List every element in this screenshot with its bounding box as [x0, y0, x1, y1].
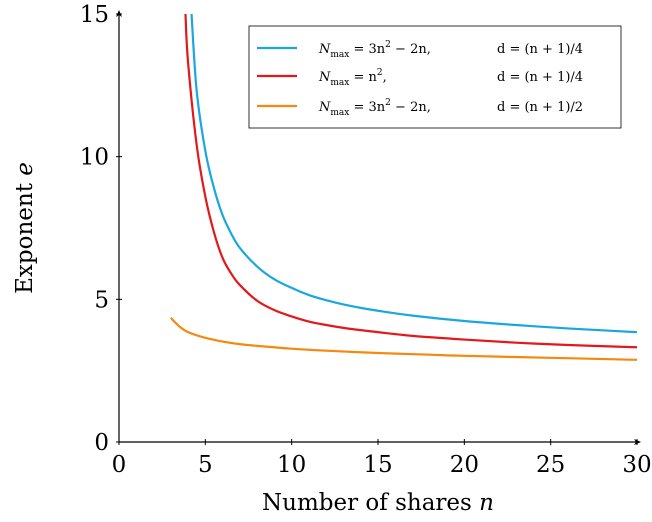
legend-d-2: d = (n + 1)/4 [497, 70, 583, 85]
x-axis-title-var: n [479, 490, 494, 516]
x-tick-label: 5 [198, 452, 213, 478]
x-tick-label: 30 [622, 452, 651, 478]
legend-rhs: = n [349, 70, 377, 85]
y-axis-title: Exponent e [12, 162, 38, 294]
legend-n: N [318, 70, 331, 85]
y-tick-label: 5 [94, 287, 109, 313]
legend-label-2: Nmax = n2, [318, 68, 387, 88]
legend-sup: 2 [385, 40, 391, 50]
x-tick-label: 20 [450, 452, 479, 478]
ticks: 0 5 10 15 20 25 30 0 5 10 15 [80, 2, 652, 478]
series-line-1 [190, 13, 638, 334]
legend-rhs: = 3n [349, 42, 385, 57]
y-axis-title-var: e [12, 162, 38, 176]
x-tick-label: 15 [363, 452, 392, 478]
y-tick-label: 15 [80, 2, 109, 28]
legend-sub: max [330, 78, 349, 88]
plot-lines [170, 13, 638, 361]
legend-sup: 2 [385, 98, 391, 108]
y-tick-label: 0 [94, 430, 109, 456]
y-tick-label: 10 [80, 145, 109, 171]
legend-rhs: = 3n [349, 100, 385, 115]
x-tick-label: 10 [277, 452, 306, 478]
legend-rhs2: − 2n, [391, 100, 431, 115]
legend-sup: 2 [377, 68, 383, 78]
legend-rhs2: − 2n, [391, 42, 431, 57]
series-line-2 [184, 13, 638, 349]
legend-sub: max [330, 108, 349, 118]
legend-box [248, 25, 622, 129]
legend-d-1: d = (n + 1)/4 [497, 42, 583, 57]
legend-n: N [318, 42, 331, 57]
x-tick-label: 0 [112, 452, 127, 478]
legend-d-3: d = (n + 1)/2 [497, 100, 583, 115]
x-tick-label: 25 [536, 452, 565, 478]
legend-label-1: Nmax = 3n2 − 2n, [318, 40, 431, 60]
legend-rhs2: , [383, 70, 387, 85]
x-axis-title: Number of shares n [262, 490, 494, 516]
x-axis-title-text: Number of shares [262, 490, 472, 516]
legend-n: N [318, 100, 331, 115]
legend-label-3: Nmax = 3n2 − 2n, [318, 98, 431, 118]
legend-sub: max [330, 50, 349, 60]
y-axis-title-text: Exponent [12, 182, 38, 294]
series-line-3 [170, 317, 638, 361]
